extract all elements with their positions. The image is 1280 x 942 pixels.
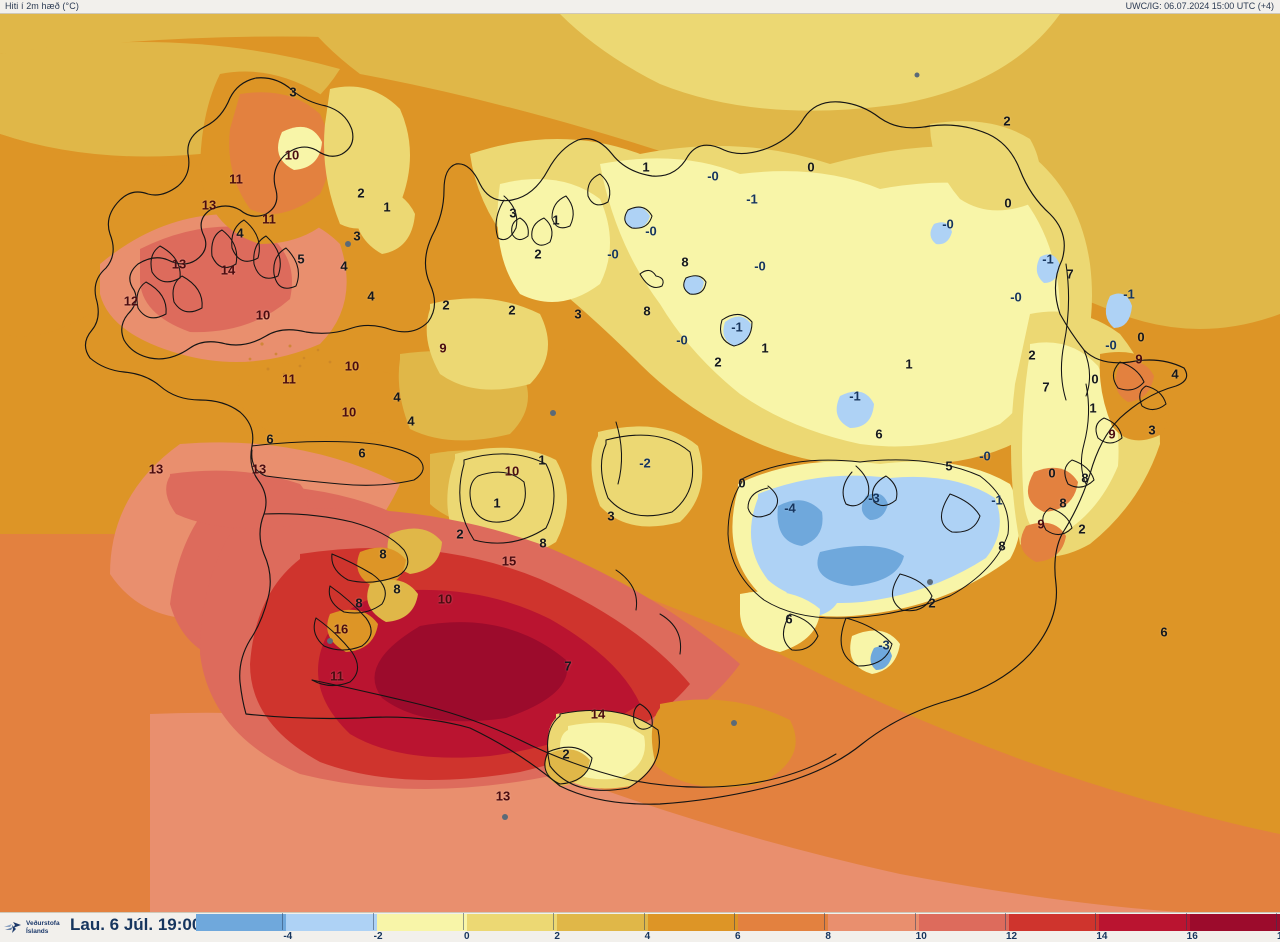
colorbar-segment bbox=[376, 914, 467, 931]
temperature-map[interactable]: 3 10 11 13 11 2 1 4 3 13 14 5 4 4 12 10 2 2 3 3 1 2 1 -0 -1 0 2 -0 0… bbox=[0, 14, 1280, 912]
colorbar-segment bbox=[196, 914, 287, 931]
colorbar-tick-label: 2 bbox=[553, 913, 560, 942]
map-field bbox=[0, 14, 1280, 912]
header-bar: Hiti í 2m hæð (°C) UWC/IG: 06.07.2024 15… bbox=[0, 0, 1280, 14]
colorbar[interactable]: -4 -2 0 2 4 6 8 10 12 14 16 18 bbox=[196, 913, 1280, 942]
colorbar-segment bbox=[647, 914, 738, 931]
colorbar-tick-label: 12 bbox=[1005, 913, 1017, 942]
colorbar-tick-label: 16 bbox=[1185, 913, 1198, 942]
logo-text: Veðurstofa Íslands bbox=[26, 920, 60, 935]
colorbar-gradient bbox=[196, 914, 1280, 931]
model-run-stamp: UWC/IG: 06.07.2024 15:00 UTC (+4) bbox=[1125, 1, 1274, 11]
met-office-logo[interactable]: Veðurstofa Íslands bbox=[3, 916, 65, 939]
logo-line-1: Veðurstofa bbox=[26, 920, 60, 927]
colorbar-segment bbox=[286, 914, 377, 931]
colorbar-tick-label: 14 bbox=[1095, 913, 1107, 942]
colorbar-segment bbox=[1008, 914, 1100, 931]
footer-bar: Veðurstofa Íslands Lau. 6 Júl. 19:00 -4-… bbox=[0, 912, 1280, 942]
colorbar-segment bbox=[1099, 914, 1190, 931]
colorbar-tick-label: -4 bbox=[282, 913, 292, 942]
colorbar-segment bbox=[1189, 914, 1280, 931]
valid-time-label: Lau. 6 Júl. 19:00 bbox=[70, 915, 202, 934]
wind-arrow-icon bbox=[3, 918, 23, 938]
colorbar-ticks: -4 -2 0 2 4 6 8 10 12 14 16 18 bbox=[196, 913, 1280, 942]
colorbar-tick-label: 10 bbox=[914, 913, 927, 942]
logo-line-2: Íslands bbox=[26, 927, 49, 935]
colorbar-segment bbox=[737, 914, 829, 931]
colorbar-segment bbox=[828, 914, 919, 931]
colorbar-tick-label: -2 bbox=[372, 913, 383, 942]
colorbar-segment bbox=[557, 914, 648, 931]
colorbar-tick-label: 0 bbox=[463, 913, 470, 942]
colorbar-segment bbox=[466, 914, 558, 931]
colorbar-segment bbox=[918, 914, 1009, 931]
colorbar-tick-label: 8 bbox=[824, 913, 831, 942]
page-title: Hiti í 2m hæð (°C) bbox=[5, 1, 79, 11]
colorbar-tick-label: 6 bbox=[734, 913, 741, 942]
colorbar-tick-label: 18 bbox=[1276, 913, 1280, 942]
colorbar-tick-label: 4 bbox=[643, 913, 650, 942]
